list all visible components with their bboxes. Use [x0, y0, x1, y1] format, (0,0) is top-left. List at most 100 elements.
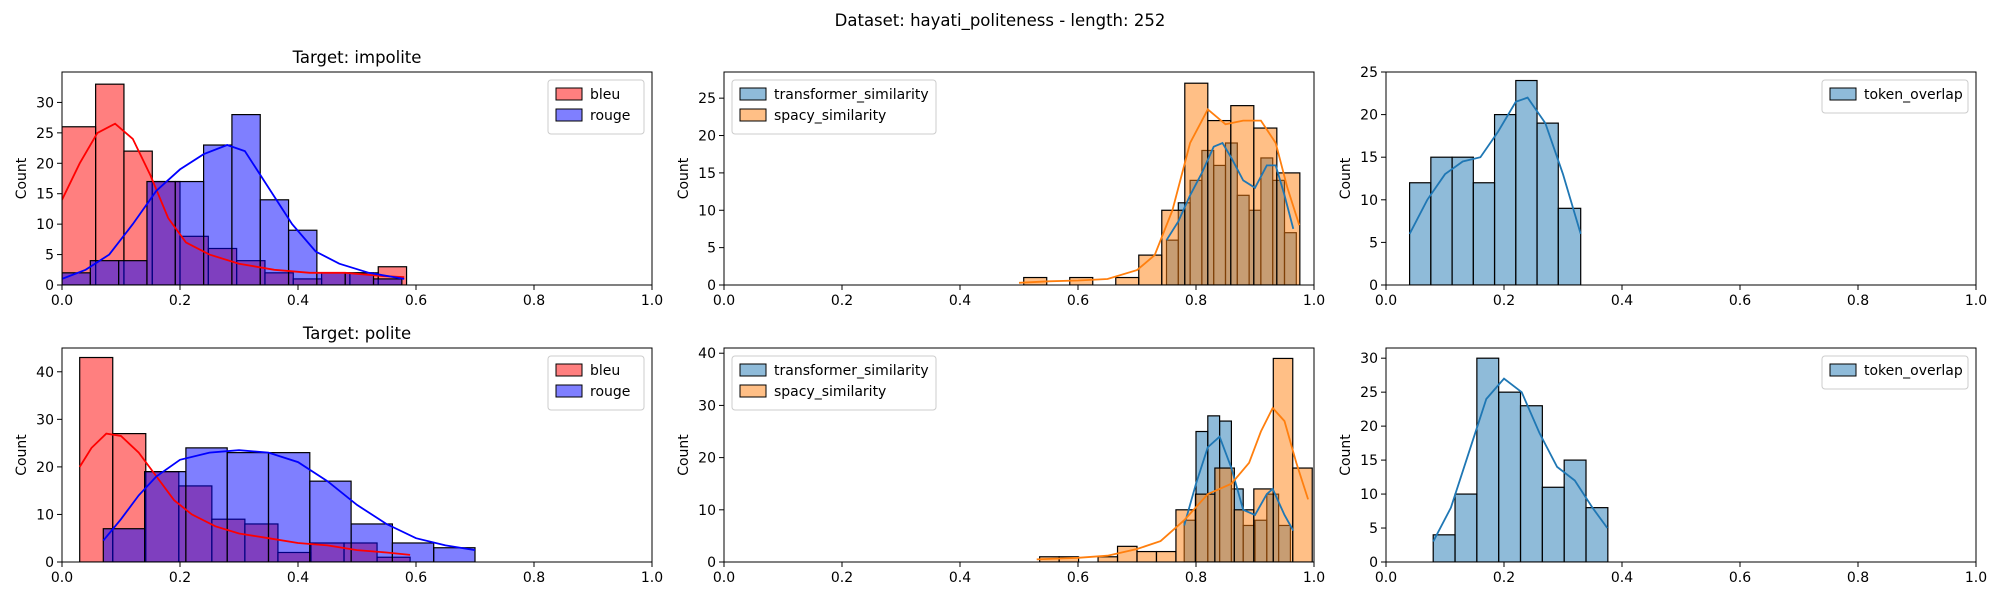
- y-tick-label: 0: [707, 555, 716, 571]
- kde-line-rouge: [102, 449, 476, 551]
- x-tick-label: 0.8: [1185, 293, 1207, 309]
- series-token-overlap: [1432, 357, 1609, 562]
- y-tick-label: 25: [1360, 65, 1378, 81]
- x-tick-label: 0.2: [169, 570, 191, 586]
- histogram-bar: [1233, 509, 1255, 562]
- kde-line-bleu: [78, 432, 411, 556]
- histogram-bar: [372, 278, 403, 285]
- histogram-bar: [185, 447, 228, 562]
- plot-area: [1036, 357, 1313, 562]
- histogram-bar: [1472, 182, 1496, 285]
- legend: bleu rouge: [547, 79, 645, 135]
- kde-line-transformer-similarity: [1165, 141, 1295, 241]
- kde-line-spacy-similarity: [1036, 406, 1309, 561]
- x-tick-label: 0.6: [1729, 570, 1751, 586]
- x-tick-label: 1.0: [641, 293, 663, 309]
- histogram-bar: [1451, 156, 1474, 285]
- x-tick-label: 1.0: [1303, 570, 1325, 586]
- histogram-bar: [316, 272, 346, 285]
- histogram-bar: [1116, 545, 1138, 562]
- legend-swatch: [555, 384, 583, 398]
- y-tick-label: 25: [36, 126, 54, 142]
- plot-area: [1408, 79, 1582, 285]
- y-tick-label: 40: [36, 365, 54, 381]
- x-tick-label: 0.8: [1185, 570, 1207, 586]
- x-tick-label: 0.2: [831, 293, 853, 309]
- legend-box: [1821, 79, 1969, 114]
- y-tick-label: 10: [36, 217, 54, 233]
- y-tick-label: 20: [36, 460, 54, 476]
- histogram-bar: [1493, 113, 1517, 285]
- histogram-bar: [79, 356, 114, 562]
- y-axis-label: Count: [1338, 434, 1354, 476]
- plot-area: [1432, 357, 1609, 562]
- x-tick-label: 0.6: [1067, 293, 1089, 309]
- legend: token_overlap: [1821, 79, 1969, 114]
- histogram-bar: [1230, 105, 1255, 285]
- histogram-bar: [1161, 209, 1186, 285]
- kde-line-transformer-similarity: [1183, 435, 1295, 532]
- histogram-bar: [1155, 550, 1177, 562]
- subplot-5: 0.0 0.2 0.4 0.6 0.8 1.0 0 10 20 30 40 Count transfor…: [676, 346, 1325, 586]
- histogram-bar: [95, 83, 125, 285]
- legend-label: token_overlap: [1864, 363, 1963, 379]
- x-tick-label: 0.4: [287, 293, 309, 309]
- histogram-bar: [118, 260, 148, 285]
- y-tick-label: 10: [36, 507, 54, 523]
- axes-frame: [61, 347, 653, 563]
- x-tick-label: 0.0: [1375, 293, 1397, 309]
- series-rouge: [102, 447, 476, 562]
- axes-frame: [1385, 71, 1977, 286]
- y-tick-label: 10: [698, 503, 716, 519]
- y-tick-label: 15: [36, 187, 54, 203]
- y-tick-label: 10: [1360, 487, 1378, 503]
- x-tick-label: 1.0: [1965, 293, 1987, 309]
- x-tick-label: 0.2: [1493, 293, 1515, 309]
- y-tick-label: 10: [1360, 193, 1378, 209]
- legend-label: spacy_similarity: [774, 108, 886, 124]
- x-tick-label: 0.4: [287, 570, 309, 586]
- kde-line-spacy-similarity: [1018, 107, 1301, 284]
- legend-box: [731, 355, 937, 411]
- legend-swatch: [555, 87, 583, 101]
- y-tick-label: 10: [698, 203, 716, 219]
- series-spacy-similarity: [1039, 357, 1313, 562]
- y-tick-label: 20: [1360, 108, 1378, 124]
- histogram-bar: [1541, 486, 1565, 562]
- y-tick-label: 20: [698, 129, 716, 145]
- histogram-bar: [1430, 156, 1453, 285]
- y-tick-label: 5: [707, 241, 716, 257]
- y-tick-label: 30: [36, 95, 54, 111]
- histogram-bar: [1515, 79, 1538, 285]
- histogram-bar: [1519, 405, 1543, 562]
- axes-frame: [723, 71, 1315, 286]
- legend: transformer_similarity spacy_similarity: [731, 79, 937, 135]
- x-tick-label: 0.2: [831, 570, 853, 586]
- x-tick-label: 0.0: [713, 570, 735, 586]
- x-tick-label: 0.4: [949, 570, 971, 586]
- kde-line-token-overlap: [1432, 377, 1609, 543]
- plot-area: [1018, 82, 1301, 285]
- histogram-bar: [1432, 534, 1456, 562]
- histogram-bar: [1498, 391, 1522, 562]
- legend: bleu rouge: [547, 355, 645, 411]
- y-tick-label: 0: [707, 278, 716, 294]
- plot-area: [62, 83, 408, 285]
- series-token-overlap: [1408, 79, 1582, 285]
- y-tick-label: 40: [698, 346, 716, 362]
- y-tick-label: 20: [36, 156, 54, 172]
- histogram-bar: [309, 480, 352, 562]
- y-axis-label: Count: [14, 157, 30, 199]
- x-tick-label: 0.6: [1067, 570, 1089, 586]
- legend-label: transformer_similarity: [774, 363, 929, 379]
- legend-swatch: [555, 108, 583, 122]
- y-axis-label: Count: [676, 434, 692, 476]
- legend-label: bleu: [590, 363, 620, 379]
- histogram-bar: [350, 523, 394, 562]
- legend-label: bleu: [590, 87, 620, 103]
- y-tick-label: 0: [1369, 278, 1378, 294]
- legend-swatch: [739, 87, 767, 101]
- kde-line-token-overlap: [1408, 96, 1582, 235]
- histogram-bar: [231, 113, 261, 285]
